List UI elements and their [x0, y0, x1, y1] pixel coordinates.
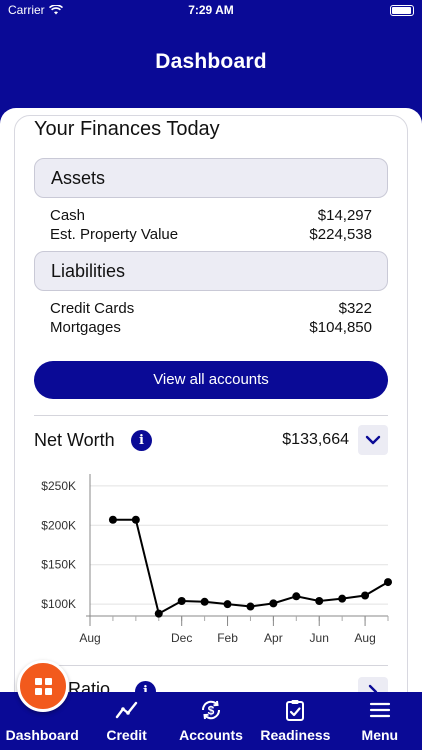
tab-readiness[interactable]: Readiness: [253, 692, 337, 750]
net-worth-expand-button[interactable]: [358, 425, 388, 455]
data-point: [108, 515, 117, 524]
y-tick-label: $100K: [41, 597, 76, 611]
x-tick-label: Apr: [264, 631, 283, 645]
dollar-sync-icon: $: [202, 700, 221, 720]
data-point: [246, 602, 255, 611]
x-tick-label: Aug: [354, 631, 375, 645]
net-worth-chart: $250K $200K $150K $100K Aug Dec Feb Apr Jun Aug: [30, 466, 394, 660]
status-time: 7:29 AM: [188, 3, 234, 17]
asset-value: $224,538: [309, 226, 372, 243]
tab-accounts[interactable]: $ Accounts: [169, 692, 253, 750]
net-worth-title: Net Worth: [34, 430, 115, 450]
tab-menu[interactable]: Menu: [338, 692, 422, 750]
y-tick-label: $150K: [41, 558, 76, 572]
liability-name: Mortgages: [50, 319, 121, 336]
data-point: [200, 597, 209, 606]
data-point: [338, 594, 347, 603]
data-point: [315, 597, 324, 606]
finances-title: Your Finances Today: [34, 118, 220, 140]
page-title: Dashboard: [155, 50, 267, 73]
info-icon[interactable]: i: [131, 430, 152, 451]
x-tick-label: Aug: [79, 631, 100, 645]
data-point: [269, 599, 278, 608]
hamburger-icon: [369, 702, 390, 718]
status-bar: Carrier 7:29 AM: [0, 0, 422, 22]
liability-value: $322: [338, 300, 372, 317]
tab-label: Dashboard: [5, 727, 79, 743]
data-point: [361, 591, 370, 600]
asset-name: Cash: [50, 207, 86, 224]
x-tick-label: Jun: [310, 631, 329, 645]
liabilities-header[interactable]: Liabilities: [34, 251, 388, 291]
data-point: [131, 515, 140, 524]
x-tick-label: Dec: [171, 631, 192, 645]
liability-row-credit-cards: Credit Cards $322: [50, 300, 372, 317]
trend-line-icon: [115, 701, 137, 719]
liability-row-mortgages: Mortgages $104,850: [50, 319, 372, 336]
grid-icon: [35, 678, 52, 695]
clipboard-check-icon: [286, 700, 305, 721]
quick-actions-button[interactable]: [17, 660, 69, 712]
tab-label: Accounts: [179, 727, 243, 743]
liability-value: $104,850: [309, 319, 372, 336]
view-all-accounts-button[interactable]: View all accounts: [34, 361, 388, 399]
y-tick-label: $250K: [41, 479, 76, 493]
tab-credit[interactable]: Credit: [84, 692, 168, 750]
tab-label: Readiness: [260, 727, 331, 743]
net-worth-line: [112, 518, 389, 616]
asset-row-property: Est. Property Value $224,538: [50, 226, 372, 243]
y-tick-label: $200K: [41, 518, 76, 532]
data-point: [292, 592, 301, 601]
net-worth-value: $133,664: [282, 431, 349, 448]
svg-text:$: $: [208, 704, 215, 718]
divider: [34, 415, 388, 416]
x-tick-label: Feb: [217, 631, 238, 645]
tab-label: Menu: [361, 727, 399, 743]
tab-label: Credit: [106, 727, 147, 743]
data-point: [223, 600, 232, 609]
carrier: Carrier: [8, 3, 63, 17]
tab-dashboard[interactable]: Dashboard: [0, 692, 84, 750]
asset-value: $14,297: [317, 207, 372, 224]
data-point: [177, 597, 186, 606]
chevron-down-icon: [365, 435, 381, 445]
assets-header[interactable]: Assets: [34, 158, 388, 198]
liability-name: Credit Cards: [50, 300, 135, 317]
battery-icon: [390, 5, 414, 16]
wifi-icon: [48, 5, 63, 15]
asset-name: Est. Property Value: [50, 226, 179, 243]
data-point: [154, 609, 163, 618]
divider: [34, 665, 388, 666]
carrier-label: Carrier: [8, 3, 45, 17]
tab-bar: Dashboard Credit $ Accounts Readiness Me…: [0, 692, 422, 750]
asset-row-cash: Cash $14,297: [50, 207, 372, 224]
data-point: [384, 578, 392, 587]
net-worth-chart-svg: $250K $200K $150K $100K Aug Dec Feb Apr Jun Aug: [41, 474, 392, 645]
